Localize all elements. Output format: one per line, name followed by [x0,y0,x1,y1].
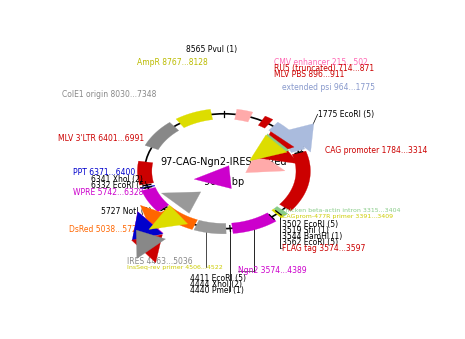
Text: Ngn2 3574...4389: Ngn2 3574...4389 [238,266,307,275]
Polygon shape [194,220,226,234]
Polygon shape [246,151,285,173]
Text: MLV PBS 896...911: MLV PBS 896...911 [274,70,345,79]
Polygon shape [258,116,273,128]
Polygon shape [258,132,294,159]
Text: CMV enhancer 215...502: CMV enhancer 215...502 [274,58,368,67]
Text: 9002 bp: 9002 bp [204,177,244,187]
Text: extended psi 964...1775: extended psi 964...1775 [282,83,375,92]
Text: ColE1 origin 8030...7348: ColE1 origin 8030...7348 [62,90,156,99]
Text: CAG promoter 1784...3314: CAG promoter 1784...3314 [325,146,427,155]
Text: 4444 XhoI (2): 4444 XhoI (2) [190,280,242,289]
Text: CAGprom-477R primer 3391...3409: CAGprom-477R primer 3391...3409 [282,214,392,219]
Polygon shape [160,206,198,230]
Text: RU5 (truncated) 714...871: RU5 (truncated) 714...871 [274,64,374,73]
Text: FLAG tag 3574...3597: FLAG tag 3574...3597 [282,244,365,253]
Polygon shape [272,209,284,218]
Text: 6332 EcoRI (5): 6332 EcoRI (5) [91,181,146,190]
Text: IRES 4463...5036: IRES 4463...5036 [126,257,192,266]
Polygon shape [269,122,305,153]
Polygon shape [279,151,310,211]
Polygon shape [284,124,314,152]
Text: 1775 EcoRI (5): 1775 EcoRI (5) [318,110,374,119]
Text: AmpR 8767...8128: AmpR 8767...8128 [138,58,208,67]
Text: 3519 SfiI (1): 3519 SfiI (1) [282,226,328,235]
Polygon shape [161,192,201,213]
Text: chicken beta-actin intron 3315...3404: chicken beta-actin intron 3315...3404 [282,208,400,213]
Polygon shape [232,213,276,234]
Polygon shape [235,109,253,122]
Text: 97-CAG-Ngn2-IRES-DsRed: 97-CAG-Ngn2-IRES-DsRed [160,157,287,167]
Text: 3502 EcoRI (5): 3502 EcoRI (5) [282,220,338,229]
Text: 6341 XhoI (2): 6341 XhoI (2) [91,175,142,184]
Polygon shape [138,161,153,185]
Polygon shape [249,135,287,161]
Polygon shape [252,134,289,160]
Text: 4411 EcoRI (5): 4411 EcoRI (5) [190,274,246,283]
Polygon shape [142,187,169,212]
Text: MLV 3'LTR 6401...6991: MLV 3'LTR 6401...6991 [58,134,144,143]
Polygon shape [133,212,163,240]
Polygon shape [132,212,163,240]
Text: WPRE 5742...6328: WPRE 5742...6328 [73,187,143,197]
Polygon shape [176,109,213,128]
Polygon shape [136,230,166,259]
Text: 5727 NotI (1): 5727 NotI (1) [101,207,152,216]
Polygon shape [140,185,155,189]
Text: PPT 6371...6400: PPT 6371...6400 [73,168,135,177]
Text: 4440 PmeI (1): 4440 PmeI (1) [190,286,244,295]
Polygon shape [149,205,187,230]
Text: 3562 EcoRI (5): 3562 EcoRI (5) [282,238,338,247]
Text: 8565 PvuI (1): 8565 PvuI (1) [186,45,237,54]
Polygon shape [274,206,288,217]
Text: 3544 BamHI (1): 3544 BamHI (1) [282,232,342,241]
Polygon shape [140,205,176,233]
Text: DsRed 5038...5727: DsRed 5038...5727 [69,225,141,234]
Text: InsSeq-rev primer 4506...4522: InsSeq-rev primer 4506...4522 [126,265,222,270]
Polygon shape [260,139,299,164]
Polygon shape [132,235,162,263]
Polygon shape [194,166,232,188]
Polygon shape [145,122,179,150]
